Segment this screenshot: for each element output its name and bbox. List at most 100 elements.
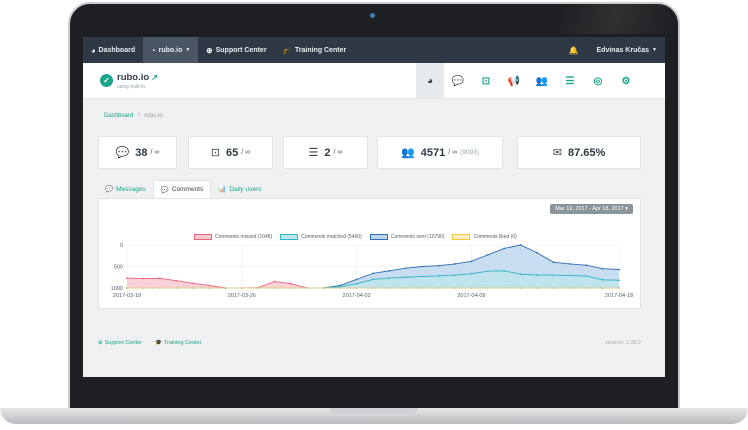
stat-card-database: ☰ 2 / ∞ — [283, 136, 368, 169]
gear-icon: ⚙ — [621, 75, 631, 87]
bell-icon[interactable]: 🔔 — [568, 45, 579, 55]
footer-training-link[interactable]: 🎓 Training Center — [155, 340, 202, 346]
brand-title[interactable]: rubo.io ↗ — [117, 72, 158, 83]
crop-icon: ⊡ — [481, 75, 491, 87]
data-point — [437, 264, 440, 267]
nav-support-center[interactable]: ⊕ Support Center — [198, 37, 274, 63]
data-point — [175, 279, 178, 282]
x-tick-label: 2017-04-02 — [343, 293, 371, 299]
users-icon: 👥 — [535, 75, 549, 87]
brand-subtitle: using built-in — [117, 84, 146, 90]
tab-label: Messages — [116, 185, 146, 193]
chevron-down-icon: ▼ — [652, 47, 657, 53]
date-range-picker[interactable]: Mar 19, 2017 - Apr 18, 2017 ▾ — [550, 204, 633, 214]
legend-label: Comments sent (10790) — [390, 234, 445, 240]
globe-icon: ⊕ — [98, 340, 103, 346]
legend-item-matched[interactable]: Comments matched (5460) — [280, 234, 362, 240]
data-point — [568, 263, 571, 265]
footer-support-label: Support Center — [104, 340, 142, 346]
nav-project-label: rubo.io — [158, 46, 183, 54]
database-icon: ☰ — [308, 147, 319, 159]
legend-item-sent[interactable]: Comments sent (10790) — [369, 234, 445, 240]
tool-target[interactable]: ◎ — [584, 63, 612, 99]
tool-comments[interactable]: 💬 — [444, 63, 472, 99]
nav-dashboard-label: Dashboard — [98, 46, 136, 54]
data-point — [437, 275, 440, 277]
x-tick-label: 2017-03-19 — [113, 293, 141, 299]
legend-swatch — [194, 234, 212, 240]
data-point — [618, 279, 620, 282]
data-point — [290, 282, 292, 285]
series-area — [127, 278, 619, 288]
stat-limit: / ∞ — [333, 149, 343, 156]
users-icon: 👥 — [401, 147, 415, 159]
data-point — [552, 261, 555, 264]
stat-value: 4571 — [420, 146, 446, 159]
y-tick-label: 0 — [120, 243, 123, 249]
external-link-icon[interactable]: ↗ — [151, 73, 158, 82]
chart-tabs: 💬 Messages 💬 Comments 📊 Daily users — [98, 180, 269, 198]
tool-database[interactable]: ☰ — [556, 63, 584, 99]
tab-comments[interactable]: 💬 Comments — [152, 180, 212, 198]
tab-daily-users[interactable]: 📊 Daily users — [211, 180, 268, 198]
data-point — [339, 284, 342, 287]
stat-card-comments: 💬 38 / ∞ — [98, 136, 177, 169]
stat-card-crop: ⊡ 65 / ∞ — [188, 136, 273, 169]
stat-value: 2 — [324, 146, 331, 159]
bar-chart-icon: 📊 — [218, 186, 227, 193]
user-menu[interactable]: Edvinas Kručas ▼ — [589, 37, 665, 63]
data-point — [486, 270, 489, 273]
tab-label: Daily users — [229, 185, 262, 193]
tool-users[interactable]: 👥 — [528, 63, 556, 99]
data-point — [536, 251, 538, 254]
chart-legend: Comments missed (1048) Comments matched … — [194, 234, 525, 240]
graduation-cap-icon: 🎓 — [155, 340, 162, 346]
app-screen: ◕ Dashboard ◔ rubo.io ▼ ⊕ Support Center… — [83, 37, 665, 377]
screen-reflection — [560, 4, 670, 34]
comments-icon: 💬 — [451, 75, 465, 87]
data-point — [585, 275, 588, 277]
stat-card-users: 👥 4571 / ∞ (9093) — [377, 136, 503, 169]
dashboard-icon: ◕ — [91, 45, 96, 55]
envelope-open-icon: ✉ — [552, 147, 562, 159]
tool-broadcast[interactable]: 📢 — [500, 63, 528, 99]
graduation-cap-icon: 🎓 — [282, 45, 292, 55]
top-navbar: ◕ Dashboard ◔ rubo.io ▼ ⊕ Support Center… — [83, 37, 665, 63]
data-point — [519, 273, 522, 276]
crop-icon: ⊡ — [210, 147, 221, 159]
tool-settings[interactable]: ⚙ — [612, 63, 640, 99]
footer-support-link[interactable]: ⊕ Support Center — [98, 340, 142, 346]
tool-crop[interactable]: ⊡ — [472, 63, 500, 99]
legend-swatch — [369, 234, 388, 240]
data-point — [126, 277, 128, 280]
legend-item-missed[interactable]: Comments missed (1048) — [194, 234, 272, 240]
data-point — [404, 276, 407, 279]
breadcrumb-separator: / — [138, 113, 140, 119]
legend-label: Comments matched (5460) — [301, 234, 362, 240]
data-point — [568, 274, 571, 277]
nav-project-menu[interactable]: ◔ rubo.io ▼ — [143, 37, 199, 63]
data-point — [486, 253, 489, 256]
breadcrumb-dashboard[interactable]: Dashboard — [104, 113, 134, 119]
tab-messages[interactable]: 💬 Messages — [98, 180, 153, 198]
brand-name-text: rubo.io — [117, 72, 150, 83]
data-point — [142, 277, 145, 280]
data-point — [208, 284, 210, 287]
comments-icon: 💬 — [115, 147, 130, 159]
data-point — [585, 264, 588, 267]
nav-right: 🔔 Edvinas Kručas ▼ — [559, 37, 665, 63]
stat-limit: / ∞ — [448, 149, 458, 156]
legend-swatch — [280, 234, 299, 240]
nav-dashboard[interactable]: ◕ Dashboard — [83, 37, 143, 63]
series-area — [127, 270, 619, 288]
data-point — [372, 272, 374, 275]
tool-dashboard[interactable]: ◕ — [416, 63, 444, 99]
stat-limit: / ∞ — [150, 149, 160, 156]
nav-training-center[interactable]: 🎓 Training Center — [275, 37, 355, 63]
legend-swatch — [452, 234, 471, 240]
data-point — [158, 277, 161, 280]
breadcrumb-current: rubo.io — [144, 113, 163, 119]
legend-label: Comments missed (1048) — [215, 234, 273, 240]
data-point — [601, 278, 604, 281]
legend-item-liked[interactable]: Comments liked (0) — [452, 234, 517, 240]
